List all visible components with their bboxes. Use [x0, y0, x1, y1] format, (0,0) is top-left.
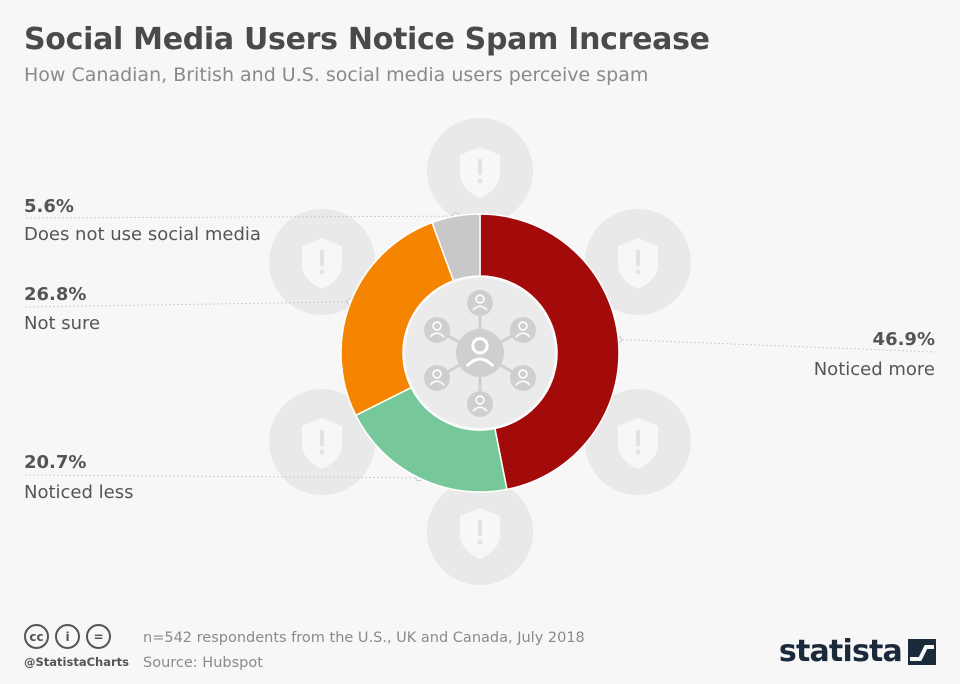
- shield-icon: [427, 479, 533, 585]
- shield-icon: [585, 389, 691, 495]
- brand-wordmark: statista: [778, 634, 903, 669]
- category-label: Noticed less: [24, 482, 134, 503]
- statista-logo-icon: [908, 638, 936, 665]
- user-icon: [510, 365, 536, 391]
- sample-note: n=542 respondents from the U.S., UK and …: [143, 630, 585, 646]
- user-icon: [424, 317, 450, 343]
- leader-line: [23, 215, 456, 219]
- chart-subtitle: How Canadian, British and U.S. social me…: [24, 64, 649, 86]
- shield-icon: [585, 209, 691, 315]
- slice-noticed-more[interactable]: [479, 213, 620, 491]
- category-label: Noticed more: [814, 359, 935, 380]
- shield-icon: [427, 118, 533, 224]
- user-icon: [467, 290, 493, 316]
- statista-handle[interactable]: @StatistaCharts: [24, 655, 129, 669]
- slice-noticed-less[interactable]: [354, 386, 508, 493]
- source-note: Source: Hubspot: [143, 655, 263, 671]
- leader-line: [23, 474, 419, 479]
- user-icon: [510, 317, 536, 343]
- leader-line: [23, 301, 351, 308]
- donut-slices: [340, 213, 620, 493]
- user-icon: [456, 329, 504, 377]
- value-label: 26.8%: [24, 284, 86, 305]
- user-icon: [424, 365, 450, 391]
- shield-icon: [269, 389, 375, 495]
- value-label: 5.6%: [24, 196, 74, 217]
- footer-note: n=542 respondents from the U.S., UK and …: [143, 626, 585, 676]
- no-derivatives-icon[interactable]: =: [86, 624, 111, 649]
- category-label: Not sure: [24, 313, 100, 334]
- user-icon: [467, 391, 493, 417]
- license-icons: cc i =: [24, 624, 111, 649]
- background-shield-icons: [269, 118, 691, 585]
- value-label: 46.9%: [873, 329, 935, 350]
- attribution-icon[interactable]: i: [55, 624, 80, 649]
- chart-title: Social Media Users Notice Spam Increase: [24, 22, 710, 57]
- slice-not-sure[interactable]: [340, 221, 455, 417]
- shield-icon: [269, 209, 375, 315]
- cc-icon[interactable]: cc: [24, 624, 49, 649]
- leader-line: [618, 338, 936, 353]
- category-label: Does not use social media: [24, 224, 261, 245]
- slice-labels: 46.9% Noticed more 20.7% Noticed less 26.8% N…: [24, 196, 935, 503]
- statista-logo[interactable]: statista: [779, 634, 936, 669]
- network-icon: [405, 278, 555, 428]
- value-label: 20.7%: [24, 452, 86, 473]
- slice-does-not-use-social-media[interactable]: [431, 213, 481, 282]
